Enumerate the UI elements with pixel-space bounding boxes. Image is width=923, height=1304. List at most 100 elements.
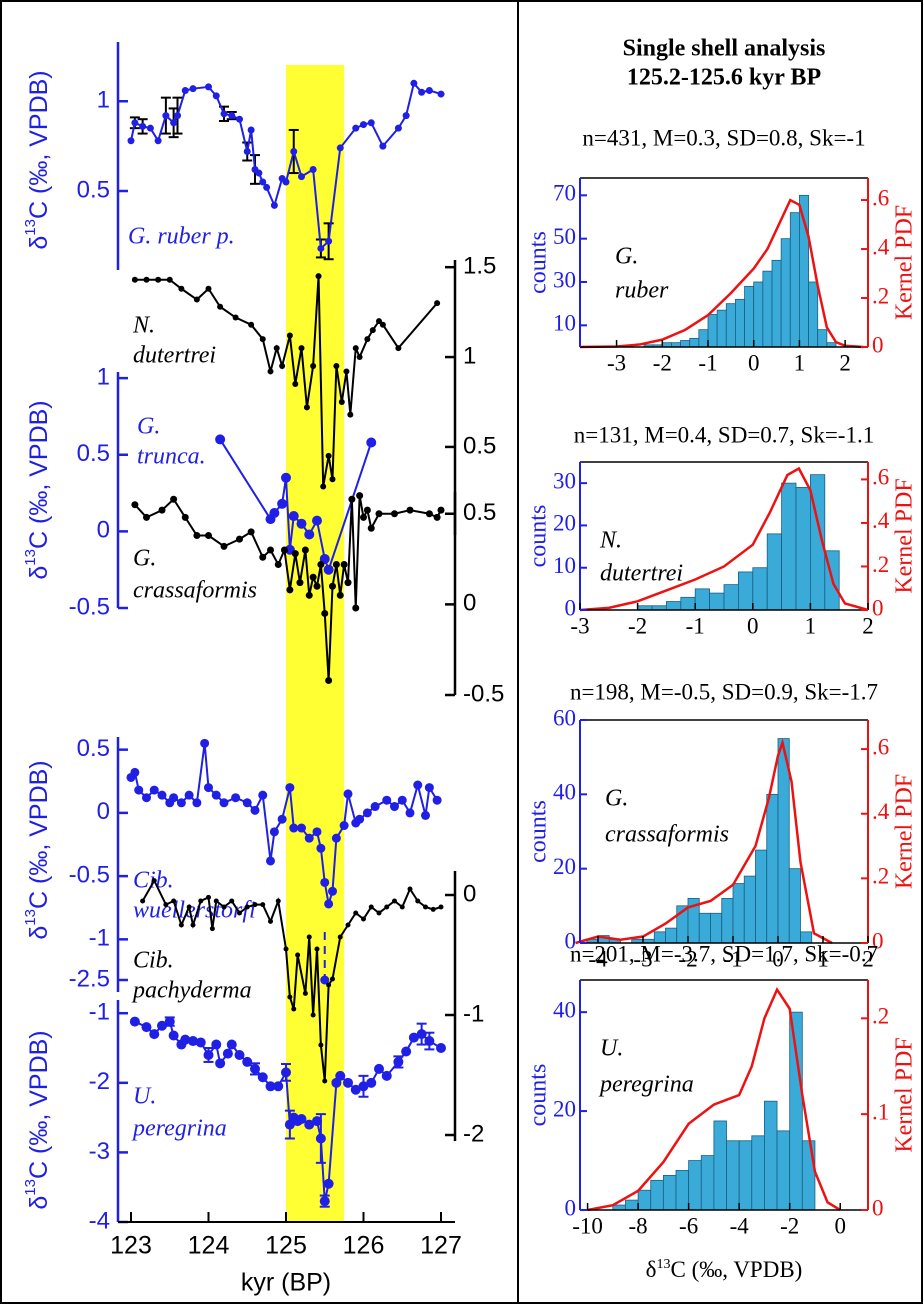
y2-tick-label: .4 [872, 508, 890, 533]
data-point [312, 515, 322, 526]
data-point [229, 898, 235, 904]
data-point [325, 677, 333, 684]
data-point [265, 1081, 276, 1092]
data-point [193, 296, 200, 303]
series-label: peregrina [131, 1116, 227, 1142]
y-tick-label: 0.5 [463, 432, 496, 459]
data-point [291, 550, 299, 558]
y-axis-title-part: 13 [22, 909, 39, 926]
bar [781, 482, 797, 611]
data-point [367, 524, 375, 532]
data-point [397, 795, 407, 805]
data-point [310, 1012, 316, 1018]
data-point [157, 1020, 167, 1031]
data-point [317, 244, 325, 252]
data-point [399, 904, 405, 910]
data-point [326, 982, 332, 988]
data-point [366, 1077, 377, 1088]
y-axis-title: δ13C (‰, VPDB) [22, 1030, 52, 1209]
y-axis-title-part: C (‰, VPDB) [25, 70, 53, 219]
stats: n=198, M=-0.5, SD=0.9, Sk=-1.7 [570, 679, 878, 704]
data-point [273, 345, 280, 352]
bar [713, 1120, 727, 1211]
data-point [379, 142, 387, 150]
x-tick-label: 127 [420, 1232, 462, 1260]
data-point [267, 546, 274, 554]
data-point [343, 368, 350, 375]
data-point [304, 1119, 315, 1130]
data-point [242, 1056, 253, 1067]
y2-tick-label: .2 [872, 864, 889, 889]
data-point [421, 810, 430, 820]
y2-tick-label: 0 [872, 595, 884, 620]
data-point [209, 926, 215, 932]
data-point [425, 86, 433, 94]
y-tick-label: 1 [97, 363, 110, 390]
y2-tick-label: .1 [872, 1099, 889, 1124]
data-point [275, 898, 281, 904]
bar [732, 883, 745, 944]
data-point [258, 790, 268, 800]
data-point [317, 561, 325, 568]
data-point [289, 823, 299, 833]
data-point [393, 1056, 404, 1067]
y-tick-label: -1 [89, 999, 110, 1026]
data-point [376, 318, 382, 325]
x-axis-title: δ13C (‰, VPDB) [646, 1257, 803, 1283]
series-label: U. [133, 1084, 156, 1110]
data-point [405, 808, 415, 818]
data-point [413, 780, 423, 790]
data-point [362, 808, 372, 818]
header-line: 125.2-125.6 kyr BP [627, 65, 821, 91]
data-point [166, 276, 173, 283]
y-axis-title: counts [526, 1064, 552, 1127]
x-tick-label: -3 [633, 946, 652, 971]
data-point [205, 285, 212, 292]
data-point [134, 785, 144, 795]
data-point [142, 793, 151, 803]
data-point [339, 821, 349, 831]
data-point [296, 518, 307, 529]
data-point [211, 1039, 222, 1050]
data-point [281, 472, 291, 483]
data-point [304, 833, 314, 843]
y-tick-label: 20 [553, 854, 576, 879]
data-point [268, 918, 273, 924]
y-tick-label: -2.5 [69, 965, 110, 992]
data-point [149, 1029, 160, 1040]
data-point [286, 332, 293, 339]
y-axis-title: δ13C (‰, VPDB) [22, 70, 52, 249]
bar [738, 1140, 753, 1211]
data-point [215, 434, 226, 445]
bar [788, 868, 801, 944]
data-point [390, 802, 399, 812]
data-point [168, 1030, 179, 1041]
bar [766, 533, 783, 611]
data-point [335, 1070, 346, 1081]
data-point [355, 814, 365, 824]
data-point [436, 1043, 446, 1054]
data-point [363, 506, 371, 514]
data-point [316, 843, 326, 853]
species-label: N. [599, 528, 622, 554]
bar [662, 1174, 677, 1211]
data-point [252, 902, 258, 908]
data-point [260, 902, 266, 908]
y-tick-label: 30 [553, 267, 576, 292]
series-label: trunca. [137, 444, 206, 470]
data-point [298, 173, 305, 181]
data-point [263, 183, 271, 191]
data-point [423, 904, 428, 910]
data-point [220, 542, 228, 550]
data-point [344, 579, 352, 587]
data-point [437, 506, 445, 514]
data-point [188, 1036, 198, 1047]
x-tick-label: -10 [572, 1213, 603, 1238]
series-label: dutertrei [133, 343, 216, 369]
y-tick-label: 60 [553, 705, 576, 730]
data-point [310, 363, 317, 370]
bar [698, 329, 709, 348]
x-tick-label: 0 [748, 350, 760, 375]
bar [762, 270, 773, 348]
